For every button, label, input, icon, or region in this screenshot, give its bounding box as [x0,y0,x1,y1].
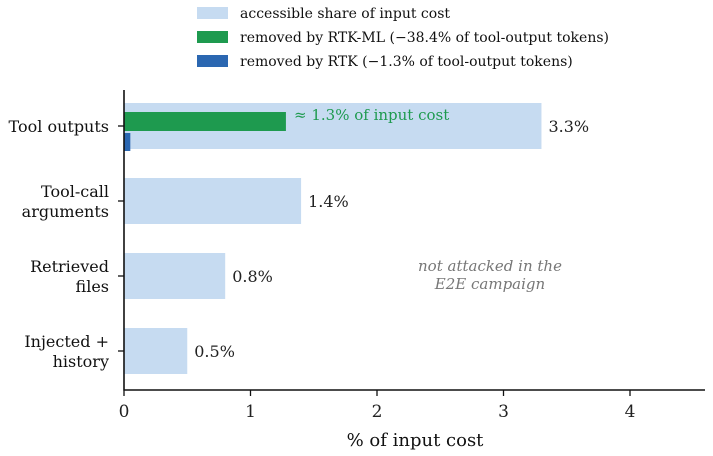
chart-legend: accessible share of input cost removed by… [197,6,609,70]
legend-swatch-0 [197,7,228,19]
x-tick-label-0: 0 [119,402,130,422]
category-label-1: Tool-call arguments [22,182,109,221]
bar-accessible-2 [124,253,226,299]
annotation-input-cost: ≈ 1.3% of input cost [294,106,449,124]
value-label-0: 3.3% [548,117,589,136]
x-tick-label-4: 4 [625,402,636,422]
bar-removed-rtk [124,133,131,151]
legend-swatch-2 [197,55,228,67]
x-axis-title: % of input cost [347,430,485,451]
legend-label-2: removed by RTK (−1.3% of tool-output tok… [240,54,573,70]
bar-removed-rtk-ml [124,112,286,131]
category-label-2: Retrieved files [30,257,109,296]
chart-bars [124,103,542,374]
legend-label-0: accessible share of input cost [240,6,450,22]
bar-accessible-1 [124,178,302,224]
legend-label-1: removed by RTK-ML (−38.4% of tool-output… [240,30,609,46]
legend-swatch-1 [197,31,228,43]
chart-axes: 0 1 2 3 4 [118,90,705,422]
x-tick-label-2: 2 [372,402,383,422]
chart-labels: Tool outputs Tool-call arguments Retrieved f… [9,106,590,451]
bar-accessible-3 [124,328,188,374]
x-tick-label-3: 3 [498,402,509,422]
annotation-not-attacked: not attacked in the E2E campaign [418,257,562,293]
value-label-2: 0.8% [232,267,273,286]
value-label-1: 1.4% [308,192,349,211]
value-label-3: 0.5% [194,342,235,361]
category-label-3: Injected + history [24,332,109,371]
category-label-0: Tool outputs [9,117,109,136]
x-tick-label-1: 1 [245,402,256,422]
